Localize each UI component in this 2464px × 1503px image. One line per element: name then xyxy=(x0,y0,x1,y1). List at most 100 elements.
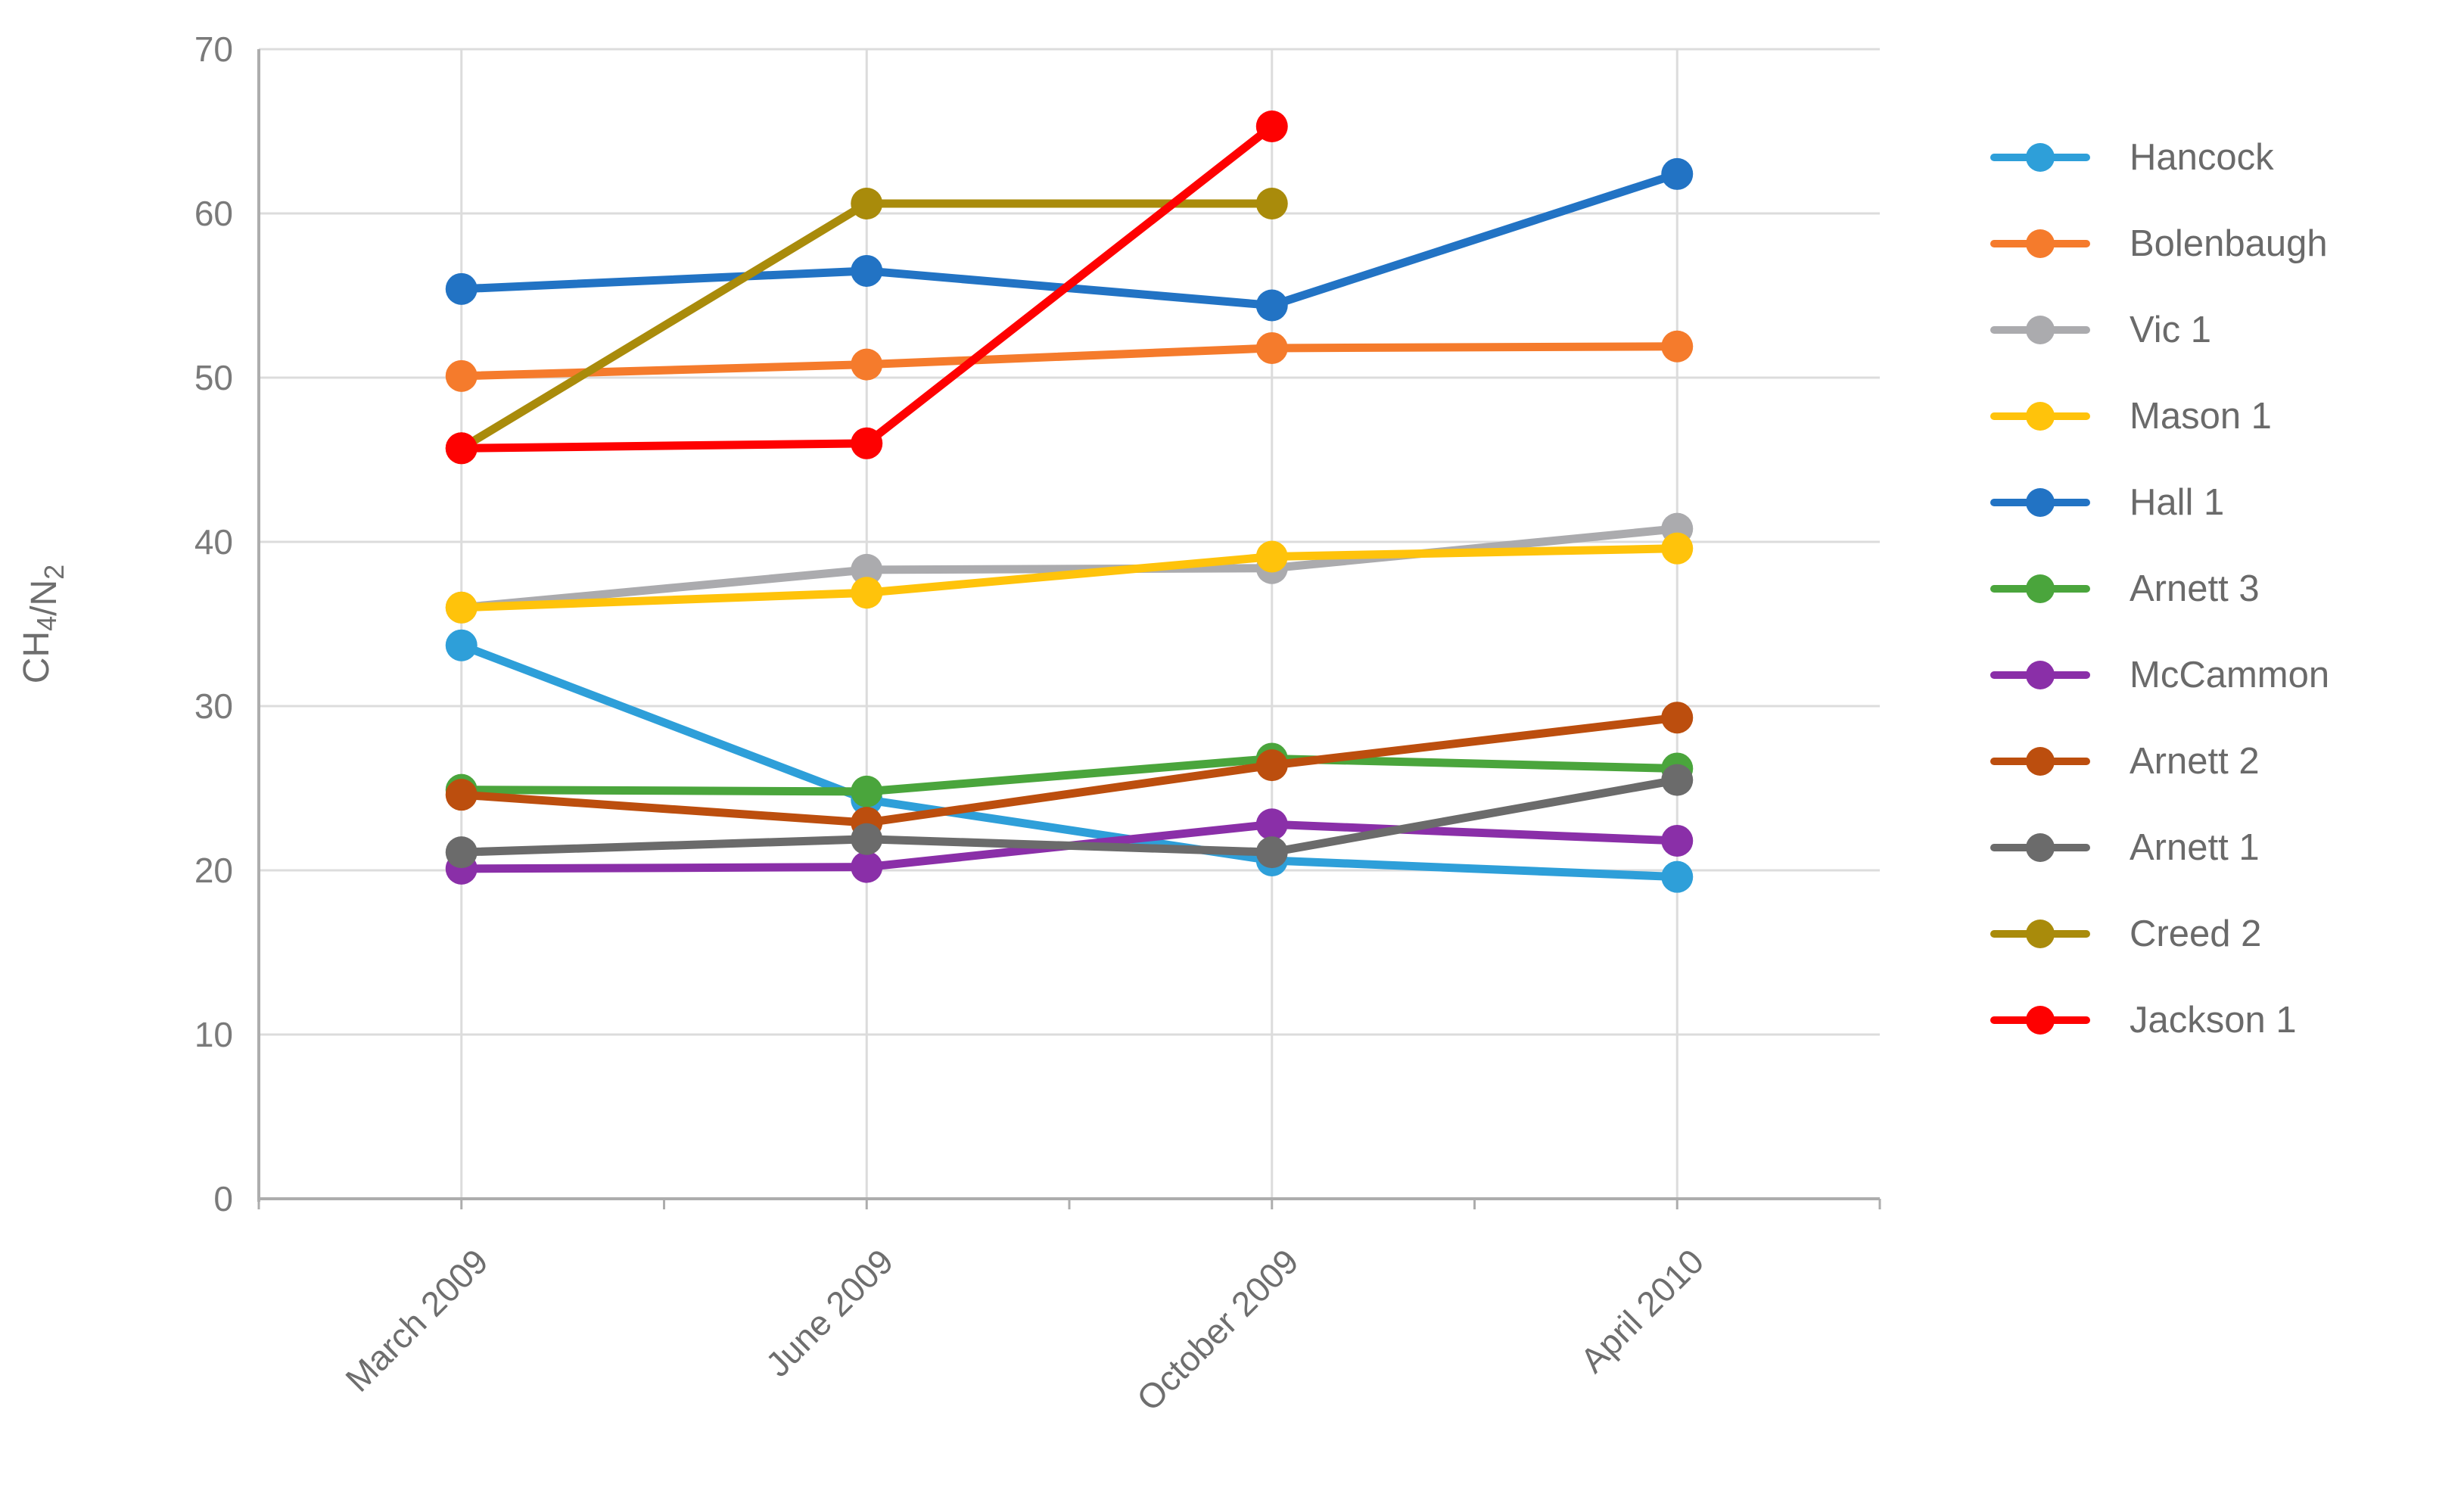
legend-item-arnett-3: Arnett 3 xyxy=(1990,559,2329,619)
legend-dot xyxy=(2026,1006,2055,1035)
legend-line-dot-icon xyxy=(1990,1005,2090,1035)
legend-label: Jackson 1 xyxy=(2130,1000,2297,1041)
data-point-bolenbaugh xyxy=(1255,331,1288,364)
data-point-hall-1 xyxy=(1255,289,1288,322)
series-line-mason-1 xyxy=(457,544,1682,612)
data-point-hancock xyxy=(1661,860,1694,893)
legend-line-dot-icon xyxy=(1990,574,2090,604)
legend-line-dot-icon xyxy=(1990,487,2090,518)
data-point-creed-2 xyxy=(1255,187,1288,219)
legend-item-arnett-1: Arnett 1 xyxy=(1990,817,2329,878)
data-point-arnett-1 xyxy=(1255,836,1288,869)
y-axis-title-text: CH xyxy=(17,631,57,683)
legend-label: Arnett 2 xyxy=(2130,741,2260,782)
x-tick-label: June 2009 xyxy=(758,1241,901,1384)
series-line-vic-1 xyxy=(457,524,1682,612)
data-point-arnett-2 xyxy=(1255,749,1288,782)
legend-label: Arnett 3 xyxy=(2130,568,2260,609)
data-point-mason-1 xyxy=(1661,532,1694,565)
legend-line-dot-icon xyxy=(1990,746,2090,776)
legend-label: Mason 1 xyxy=(2130,396,2272,437)
legend-line-dot-icon xyxy=(1990,315,2090,345)
legend-label: Hall 1 xyxy=(2130,482,2225,523)
y-axis-title-subscript: 2 xyxy=(39,565,70,580)
series-line-arnett-3 xyxy=(457,754,1682,796)
legend-dot xyxy=(2026,143,2055,172)
legend-label: Hancock xyxy=(2130,137,2274,178)
legend-line-dot-icon xyxy=(1990,919,2090,949)
legend-dot xyxy=(2026,316,2055,344)
data-point-arnett-1 xyxy=(1661,764,1694,796)
legend-line-dot-icon xyxy=(1990,660,2090,690)
data-point-jackson-1 xyxy=(445,432,478,465)
data-point-mccammon xyxy=(1661,824,1694,857)
legend-line-dot-icon xyxy=(1990,832,2090,863)
data-point-arnett-1 xyxy=(445,836,478,869)
chart-legend: Hancock Bolenbaugh Vic 1 Mason 1 Hall 1 Arnet… xyxy=(1990,127,2329,1076)
x-tick-label: March 2009 xyxy=(338,1241,496,1399)
y-tick-label: 70 xyxy=(194,30,233,69)
data-point-mason-1 xyxy=(445,591,478,624)
x-tick-label: October 2009 xyxy=(1129,1241,1306,1418)
legend-item-mccammon: McCammon xyxy=(1990,645,2329,705)
data-point-hall-1 xyxy=(1661,157,1694,190)
legend-line-dot-icon xyxy=(1990,142,2090,173)
data-point-hancock xyxy=(445,629,478,661)
data-point-arnett-3 xyxy=(851,775,883,808)
legend-dot xyxy=(2026,833,2055,862)
y-tick-label: 10 xyxy=(194,1015,233,1054)
series-line-arnett-2 xyxy=(457,713,1682,827)
legend-dot xyxy=(2026,661,2055,689)
data-point-mccammon xyxy=(1255,808,1288,841)
legend-dot xyxy=(2026,488,2055,517)
series-line-hancock xyxy=(457,641,1682,882)
legend-line-dot-icon xyxy=(1990,229,2090,259)
data-point-arnett-2 xyxy=(445,779,478,811)
y-tick-label: 20 xyxy=(194,851,233,890)
data-point-hall-1 xyxy=(445,272,478,305)
legend-label: Vic 1 xyxy=(2130,310,2212,350)
data-point-jackson-1 xyxy=(851,427,883,459)
y-tick-label: 0 xyxy=(213,1179,233,1218)
x-tick-label: April 2010 xyxy=(1573,1241,1711,1380)
legend-label: McCammon xyxy=(2130,655,2330,695)
data-point-bolenbaugh xyxy=(1661,330,1694,363)
y-axis-title-subscript: 4 xyxy=(31,616,62,631)
data-point-mccammon xyxy=(851,851,883,883)
legend-item-hall-1: Hall 1 xyxy=(1990,472,2329,533)
legend-label: Creed 2 xyxy=(2130,913,2262,954)
legend-item-vic-1: Vic 1 xyxy=(1990,300,2329,360)
data-point-jackson-1 xyxy=(1255,110,1288,142)
y-tick-label: 60 xyxy=(194,194,233,233)
series-line-arnett-1 xyxy=(457,776,1682,857)
legend-dot xyxy=(2026,920,2055,948)
legend-dot xyxy=(2026,229,2055,258)
y-tick-label: 50 xyxy=(194,358,233,397)
legend-label: Arnett 1 xyxy=(2130,827,2260,868)
data-point-bolenbaugh xyxy=(445,359,478,392)
legend-item-bolenbaugh: Bolenbaugh xyxy=(1990,213,2329,274)
legend-item-arnett-2: Arnett 2 xyxy=(1990,731,2329,792)
data-point-arnett-2 xyxy=(1661,702,1694,734)
series-line-bolenbaugh xyxy=(457,342,1682,381)
legend-dot xyxy=(2026,574,2055,603)
data-point-bolenbaugh xyxy=(851,348,883,381)
y-axis-title-text: /N xyxy=(24,580,64,616)
legend-item-creed-2: Creed 2 xyxy=(1990,904,2329,964)
y-tick-label: 40 xyxy=(194,522,233,562)
data-point-hall-1 xyxy=(851,254,883,287)
y-axis-title: CH4/N2 xyxy=(17,565,70,683)
legend-dot xyxy=(2026,402,2055,431)
legend-item-hancock: Hancock xyxy=(1990,127,2329,188)
data-point-arnett-1 xyxy=(851,823,883,855)
y-tick-label: 30 xyxy=(194,686,233,726)
data-point-vic-1 xyxy=(851,553,883,586)
data-point-mason-1 xyxy=(1255,540,1288,573)
legend-line-dot-icon xyxy=(1990,401,2090,431)
legend-item-mason-1: Mason 1 xyxy=(1990,386,2329,447)
data-point-mason-1 xyxy=(851,577,883,609)
legend-item-jackson-1: Jackson 1 xyxy=(1990,990,2329,1050)
legend-label: Bolenbaugh xyxy=(2130,223,2328,264)
